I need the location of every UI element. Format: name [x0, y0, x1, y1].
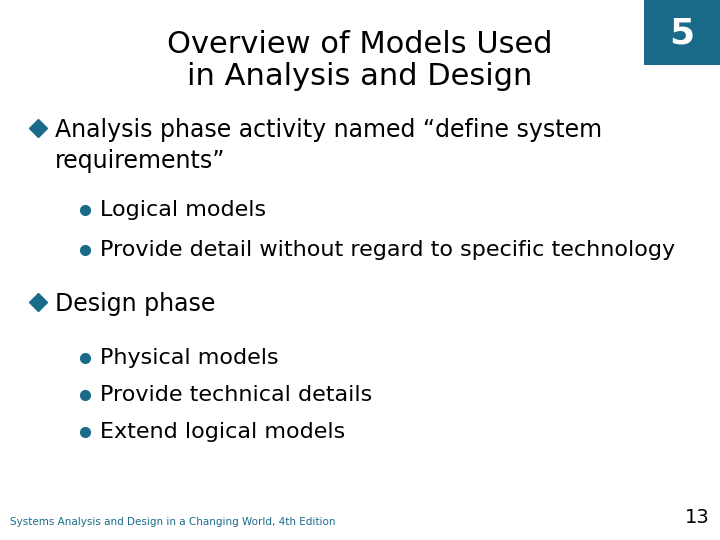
- Text: Analysis phase activity named “define system
requirements”: Analysis phase activity named “define sy…: [55, 118, 602, 173]
- Text: Provide technical details: Provide technical details: [100, 385, 372, 405]
- Bar: [644, 0, 720, 65]
- Text: Systems Analysis and Design in a Changing World, 4th Edition: Systems Analysis and Design in a Changin…: [10, 517, 336, 527]
- Text: Physical models: Physical models: [100, 348, 279, 368]
- Text: 5: 5: [670, 16, 695, 50]
- Text: 13: 13: [685, 508, 710, 527]
- Text: Extend logical models: Extend logical models: [100, 422, 346, 442]
- Text: Provide detail without regard to specific technology: Provide detail without regard to specifi…: [100, 240, 675, 260]
- Text: Design phase: Design phase: [55, 292, 215, 316]
- Text: in Analysis and Design: in Analysis and Design: [187, 62, 533, 91]
- Text: Overview of Models Used: Overview of Models Used: [167, 30, 553, 59]
- Text: Logical models: Logical models: [100, 200, 266, 220]
